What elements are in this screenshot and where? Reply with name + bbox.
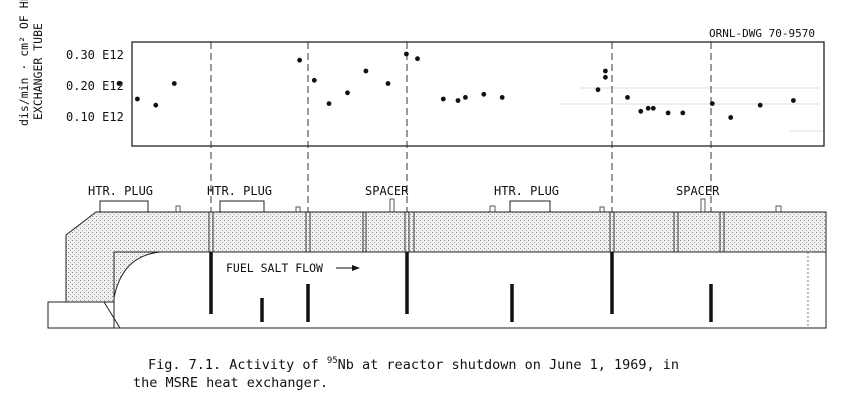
data-point [153,102,159,108]
data-point [326,101,332,106]
caption-line-2: the MSRE heat exchanger. [133,375,329,391]
data-point [645,105,651,111]
data-point [116,81,122,86]
figure-drawing: ORNL-DWG 70-9570 dis/min · cm² OF HEAT E… [17,0,827,329]
data-point [297,57,302,63]
component-label: HTR. PLUG [207,184,272,198]
data-point [728,115,734,120]
data-points [116,51,796,120]
data-point [499,95,505,100]
y-tick-labels: 0.30 E12 0.20 E12 0.10 E12 [66,48,124,124]
data-point [625,95,630,100]
data-point [481,91,487,97]
y-axis-label: dis/min · cm² OF HEAT EXCHANGER TUBE [17,0,45,126]
isotope-mass-number: 95 [326,356,338,366]
data-point [440,96,446,102]
data-point [791,98,796,103]
data-point [345,90,350,96]
data-point [650,105,656,111]
data-point [665,110,671,116]
y-axis-label-line2: EXCHANGER TUBE [31,23,45,120]
figure-caption: Fig. 7.1. Activity of 95Nb at reactor sh… [133,356,848,392]
data-point [709,101,715,106]
component-labels: HTR. PLUG HTR. PLUG SPACER HTR. PLUG SPA… [88,184,720,198]
data-point [757,102,763,108]
data-point [638,108,644,114]
heater-plugs [99,200,551,213]
y-tick-label: 0.30 E12 [66,48,124,62]
heat-exchanger-drawing: FUEL SALT FLOW [47,198,827,329]
shell-joints [208,212,725,252]
data-point [135,96,140,102]
y-tick-label: 0.10 E12 [66,110,124,124]
data-point [595,87,601,93]
data-point [363,68,369,74]
top-studs [175,198,782,213]
caption-prefix: Fig. 7.1. Activity of [148,357,327,373]
component-label: SPACER [365,184,409,198]
plot-faint-lines [560,87,823,132]
data-point [603,68,608,74]
data-point [603,74,608,80]
isotope-symbol: Nb [337,357,354,373]
caption-line-1-rest: at reactor shutdown on June 1, 1969, in [353,357,680,373]
component-label: HTR. PLUG [88,184,153,198]
baffles [209,252,713,322]
flow-arrow [336,265,360,271]
data-point [311,77,317,83]
y-tick-label: 0.20 E12 [66,79,124,93]
component-label: SPACER [676,184,720,198]
data-point [463,95,468,100]
flow-label: FUEL SALT FLOW [226,261,323,275]
caption-line-1: Fig. 7.1. Activity of 95Nb at reactor sh… [133,356,848,374]
plot-frame [131,41,825,147]
section-dividers [210,42,712,212]
drawing-number: ORNL-DWG 70-9570 [709,27,815,40]
shell-lower-body [113,251,827,329]
data-point [171,81,177,86]
component-label: HTR. PLUG [494,184,559,198]
y-axis-label-line1: dis/min · cm² OF HEAT [17,0,31,126]
data-point [680,110,686,116]
data-point [404,51,409,57]
data-point [415,56,420,62]
data-point [455,98,461,103]
data-point [385,81,391,86]
